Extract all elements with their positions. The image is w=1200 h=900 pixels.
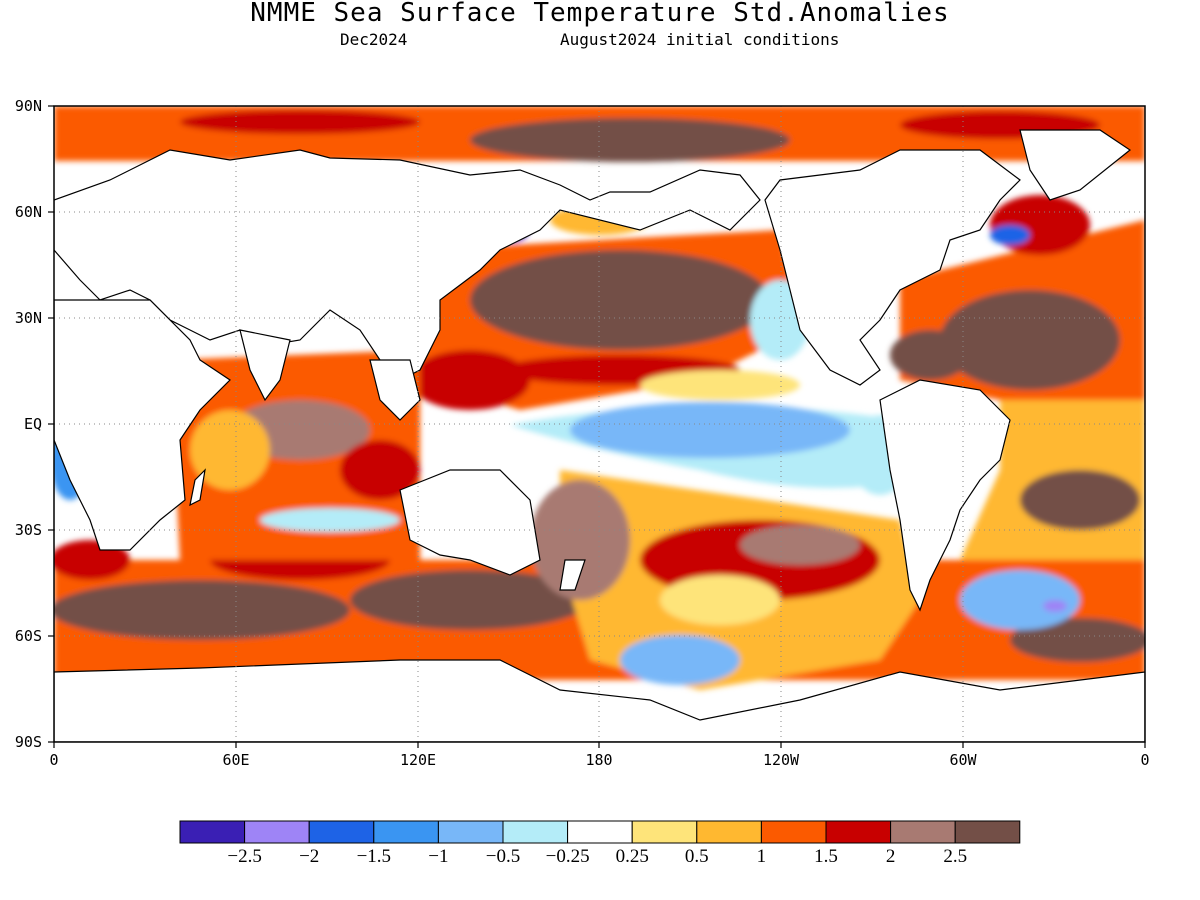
colorbar-swatch	[567, 820, 633, 844]
colorbar-label: −2	[299, 846, 320, 867]
y-tick-label: 30S	[14, 521, 42, 539]
colorbar-label: 2	[885, 846, 896, 867]
y-tick-label: EQ	[23, 415, 42, 433]
page-title: NMME Sea Surface Temperature Std.Anomali…	[250, 0, 950, 28]
colorbar-label: 1.5	[814, 846, 838, 867]
colorbar-label: 0.25	[615, 846, 649, 867]
colorbar-swatch	[696, 820, 762, 844]
colorbar-swatch	[244, 820, 310, 844]
y-tick-label: 90S	[14, 733, 42, 751]
y-tick-label: 90N	[14, 97, 42, 115]
colorbar-swatch	[308, 820, 375, 844]
x-tick-label: 120E	[399, 751, 437, 769]
x-tick-label: 0	[1140, 751, 1150, 769]
x-tick-label: 180	[585, 751, 613, 769]
colorbar-label: 0.5	[684, 846, 709, 867]
colorbar-swatch	[631, 820, 698, 844]
colorbar-label: −1.5	[356, 846, 392, 867]
colorbar-swatch	[373, 820, 439, 844]
colorbar-label: 1	[756, 846, 767, 867]
colorbar-swatch	[890, 820, 956, 844]
colorbar-swatch	[437, 820, 504, 844]
y-tick-label: 30N	[14, 309, 42, 327]
x-tick-label: 60W	[949, 751, 977, 769]
colorbar-swatch	[502, 820, 569, 844]
y-tick-label: 60N	[14, 203, 42, 221]
x-tick-label: 60E	[222, 751, 250, 769]
colorbar-label: 2.5	[943, 846, 968, 867]
colorbar	[179, 820, 1021, 844]
coastlines	[54, 129, 1145, 742]
colorbar-swatch	[825, 820, 892, 844]
colorbar-label: −0.5	[485, 846, 521, 867]
axis-ticks	[48, 105, 1146, 748]
colorbar-label: −0.25	[545, 846, 590, 867]
colorbar-label: −1	[428, 846, 449, 867]
x-tick-label: 0	[49, 751, 59, 769]
graticule	[54, 106, 1145, 742]
x-tick-label: 120W	[762, 751, 800, 769]
colorbar-swatch	[760, 820, 827, 844]
target-month-label: Dec2024	[340, 30, 408, 49]
anomaly-field	[54, 106, 1145, 742]
colorbar-swatch	[179, 820, 246, 844]
colorbar-label: −2.5	[227, 846, 262, 867]
initial-conditions-label: August2024 initial conditions	[560, 30, 840, 49]
colorbar-swatch	[954, 820, 1021, 844]
y-tick-label: 60S	[14, 627, 42, 645]
